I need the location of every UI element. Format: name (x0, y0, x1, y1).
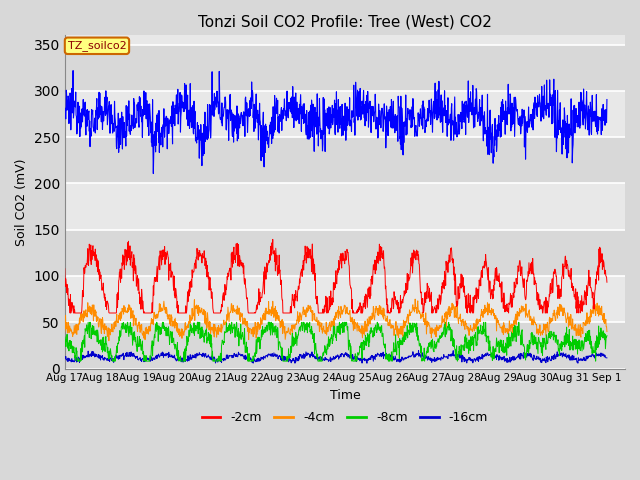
Bar (65, 45, 625, 91)
Bar (65, 183, 625, 230)
Bar (65, 91, 625, 137)
Y-axis label: Soil CO2 (mV): Soil CO2 (mV) (15, 158, 28, 246)
Text: TZ_soilco2: TZ_soilco2 (68, 40, 126, 51)
Bar (65, 276, 625, 322)
Legend: -2cm, -4cm, -8cm, -16cm: -2cm, -4cm, -8cm, -16cm (196, 406, 493, 429)
Bar (65, 322, 625, 369)
Bar (65, 137, 625, 183)
Bar (65, 230, 625, 276)
X-axis label: Time: Time (330, 389, 360, 402)
Title: Tonzi Soil CO2 Profile: Tree (West) CO2: Tonzi Soil CO2 Profile: Tree (West) CO2 (198, 15, 492, 30)
